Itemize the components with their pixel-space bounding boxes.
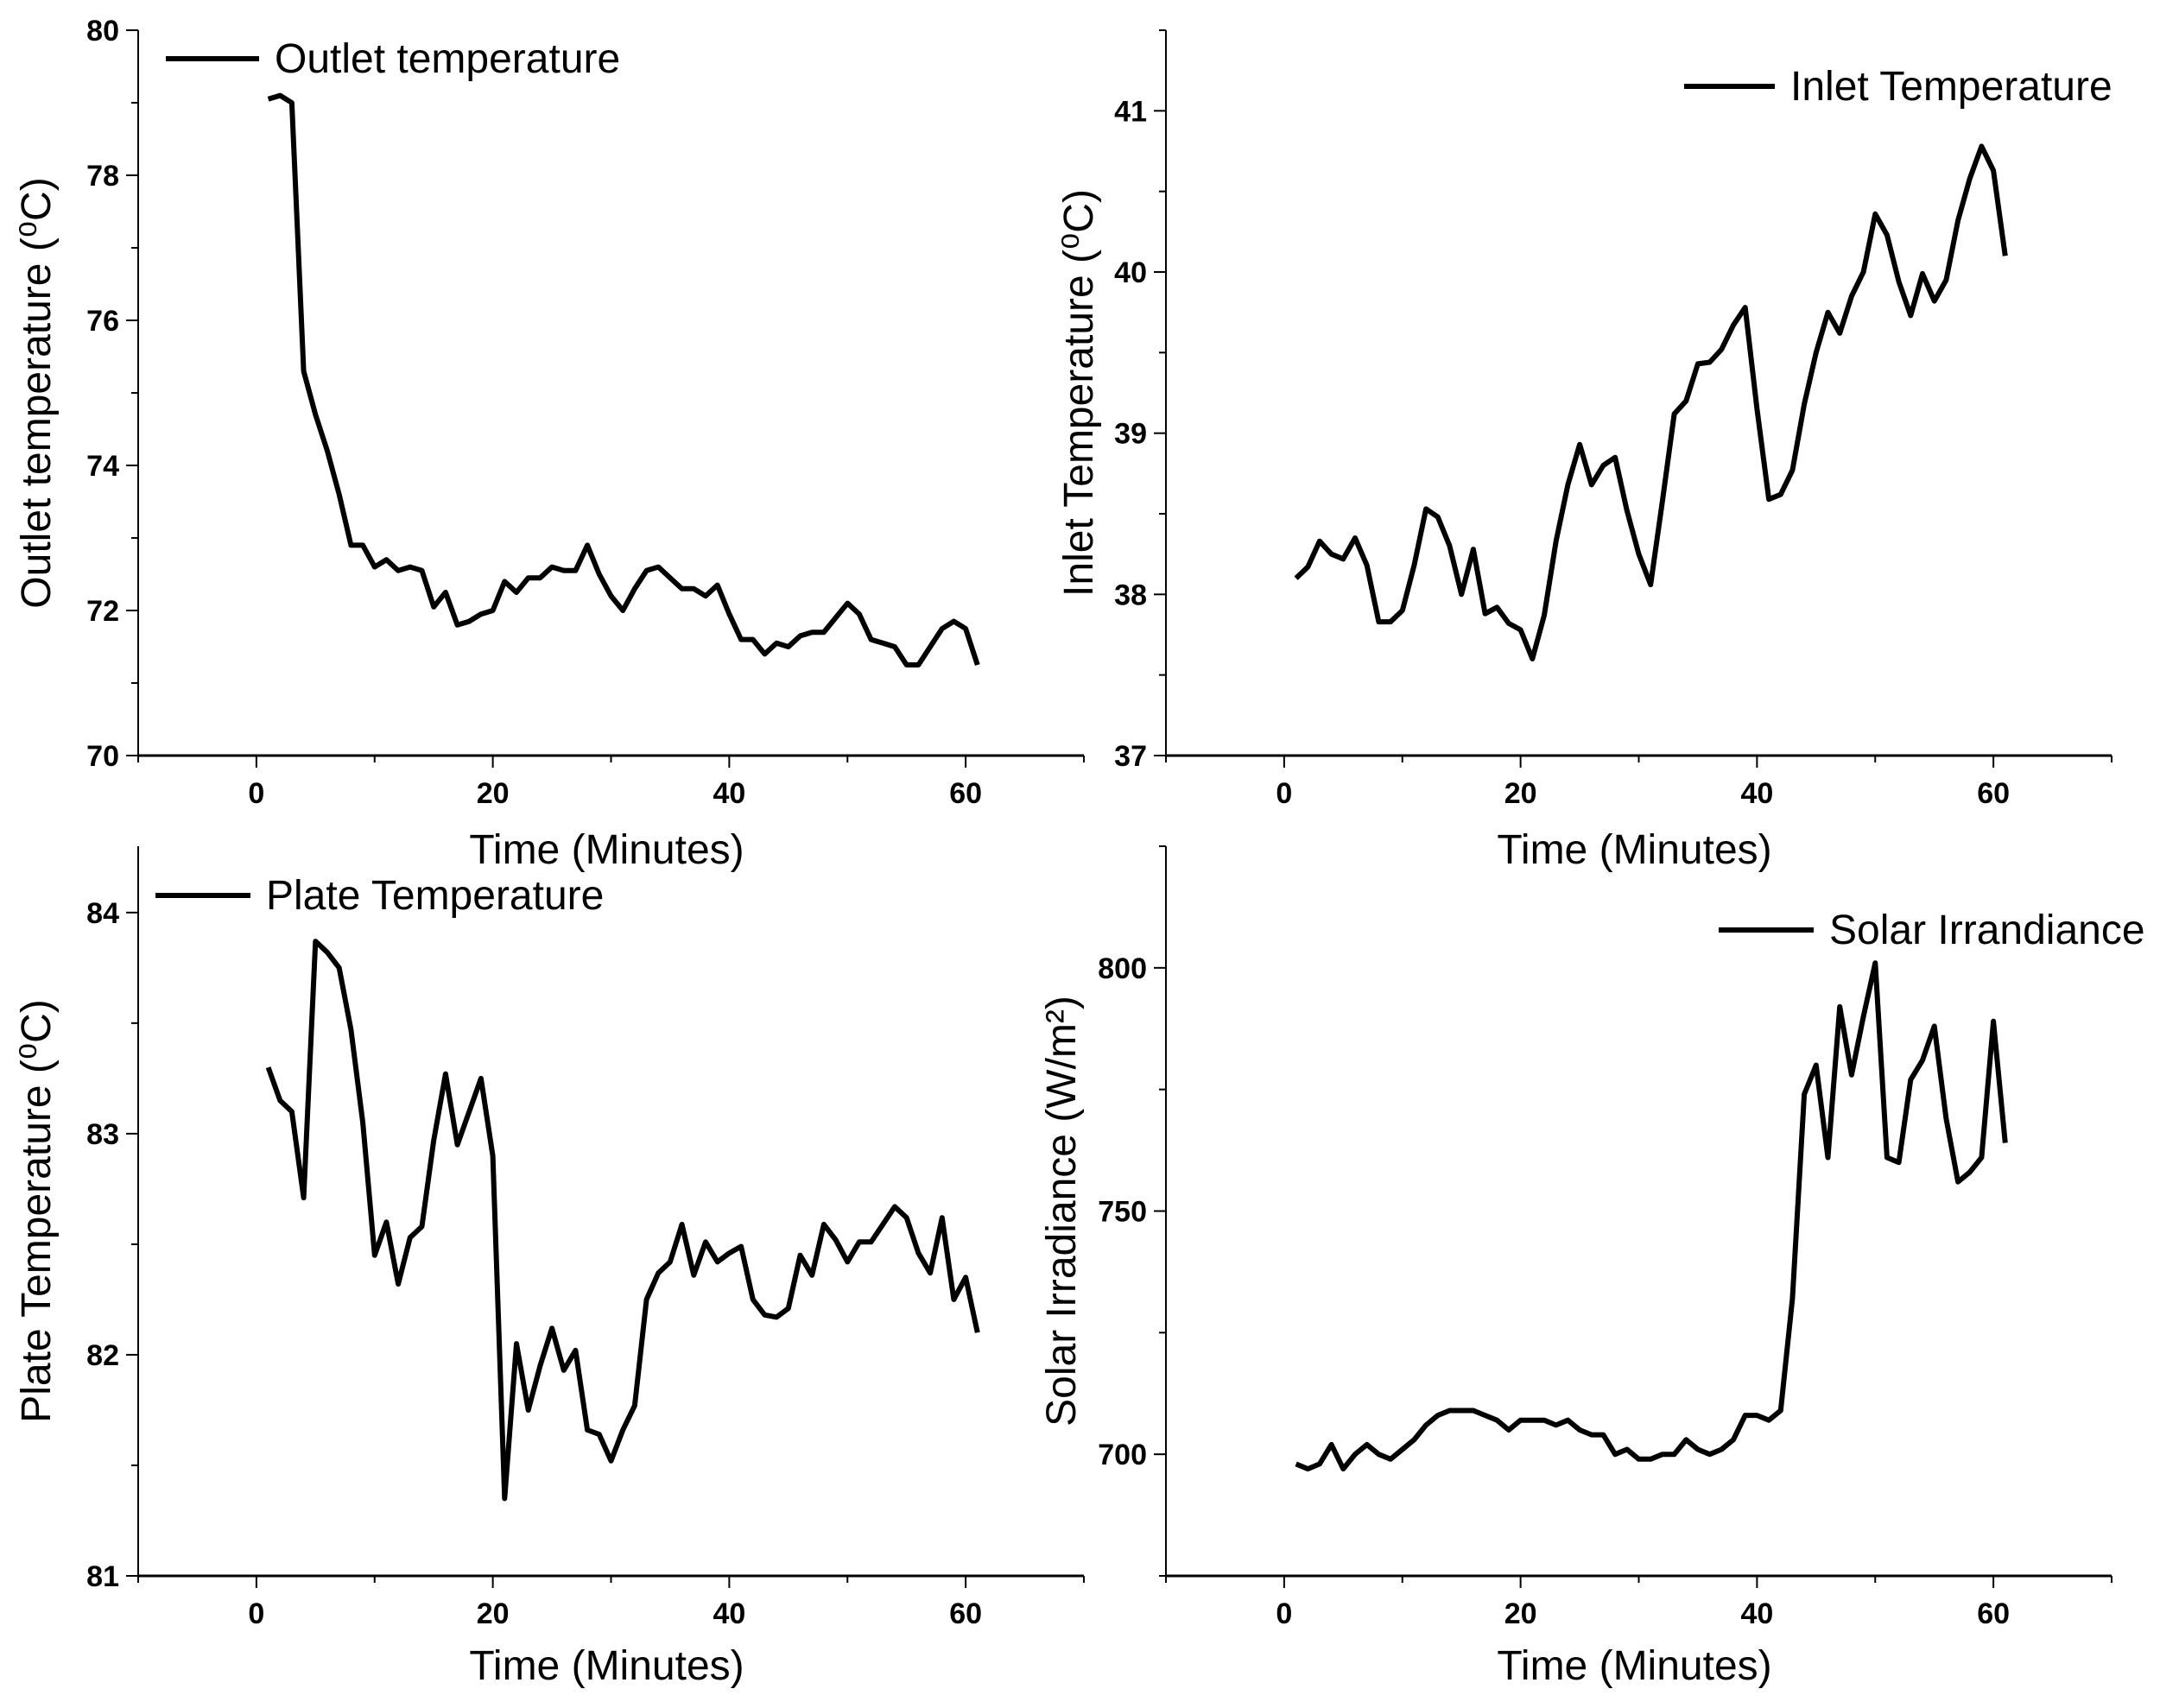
y-axis-title: Inlet Temperature (⁰C) — [1056, 189, 1102, 597]
y-axis-title: Solar Irradiance (W/m²) — [1039, 996, 1085, 1426]
y-tick-label: 74 — [86, 450, 119, 483]
series-line — [1295, 960, 2008, 1472]
series-line — [267, 92, 980, 667]
x-tick-label: 40 — [1740, 777, 1773, 810]
y-tick-label: 37 — [1114, 740, 1147, 773]
x-axis-title: Time (Minutes) — [469, 827, 744, 873]
series-line — [265, 939, 980, 1502]
x-tick-label: 40 — [713, 777, 745, 810]
x-tick-label: 20 — [477, 1597, 510, 1630]
series-line — [1294, 143, 2008, 661]
y-tick-label: 72 — [86, 595, 119, 628]
y-tick-label: 800 — [1098, 952, 1147, 985]
y-tick-label: 76 — [86, 305, 119, 338]
x-tick-label: 20 — [477, 777, 510, 810]
x-tick-label: 20 — [1504, 1597, 1537, 1630]
y-axis-title: Outlet temperature (⁰C) — [14, 177, 60, 608]
x-tick-label: 60 — [949, 1597, 982, 1630]
x-axis-title: Time (Minutes) — [469, 1643, 744, 1689]
x-tick-label: 0 — [248, 1597, 264, 1630]
y-tick-label: 39 — [1114, 418, 1147, 451]
x-tick-label: 60 — [1977, 777, 2010, 810]
x-tick-label: 0 — [1276, 1597, 1292, 1630]
y-tick-label: 82 — [86, 1339, 119, 1372]
y-tick-label: 750 — [1098, 1196, 1147, 1229]
x-tick-label: 40 — [1740, 1597, 1773, 1630]
x-axis-title: Time (Minutes) — [1497, 1643, 1771, 1689]
x-tick-label: 20 — [1504, 777, 1537, 810]
plate-temperature-panel: 0 20 40 60 81 82 83 84 Time (Minutes) Plate Tempe… — [14, 846, 1085, 1689]
legend-label: Solar Irrandiance — [1829, 908, 2145, 953]
y-tick-label: 80 — [86, 15, 119, 47]
x-tick-label: 0 — [1276, 777, 1292, 810]
solar-irradiance-panel: 0 20 40 60 700 750 800 Time (Minutes) Solar Irra… — [1039, 845, 2145, 1689]
x-tick-label: 60 — [1977, 1597, 2010, 1630]
y-tick-label: 70 — [86, 740, 119, 773]
y-axis-title: Plate Temperature (⁰C) — [14, 999, 60, 1423]
y-tick-label: 78 — [86, 160, 119, 193]
x-tick-label: 40 — [713, 1597, 745, 1630]
x-axis-title: Time (Minutes) — [1497, 827, 1771, 873]
inlet-temperature-panel: 0 20 40 60 37 38 39 40 41 Time (Minutes) Inlet Tem… — [1056, 29, 2112, 873]
x-tick-label: 60 — [949, 777, 982, 810]
x-tick-label: 0 — [248, 777, 264, 810]
outlet-temperature-panel: 0 20 40 60 70 72 74 76 78 80 Time (Minutes) Outlet … — [14, 15, 1085, 873]
legend-label: Plate Temperature — [266, 873, 604, 919]
legend-label: Outlet temperature — [275, 36, 620, 82]
y-tick-label: 40 — [1114, 256, 1147, 289]
y-tick-label: 81 — [86, 1560, 119, 1593]
y-tick-label: 700 — [1098, 1439, 1147, 1471]
y-tick-label: 84 — [86, 897, 119, 930]
y-tick-label: 83 — [86, 1118, 119, 1151]
y-tick-label: 38 — [1114, 579, 1147, 611]
y-tick-label: 41 — [1114, 95, 1147, 128]
legend-label: Inlet Temperature — [1790, 64, 2112, 110]
